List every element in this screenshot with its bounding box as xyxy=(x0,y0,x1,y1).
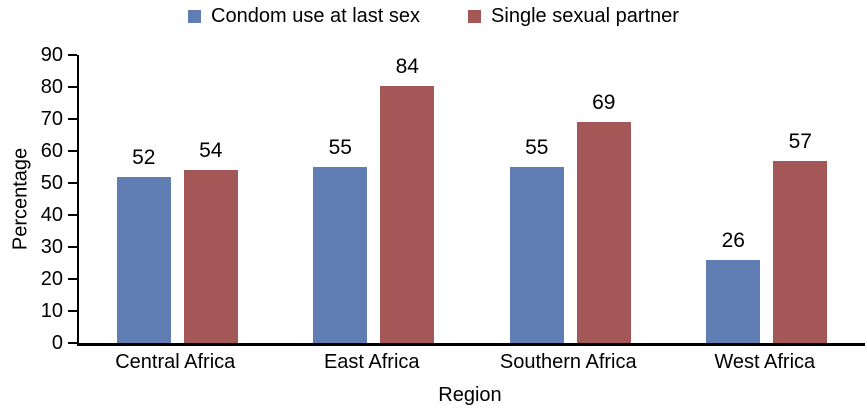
bar-value-label: 57 xyxy=(788,129,812,153)
x-category-label: East Africa xyxy=(323,351,420,373)
bar-groups: 52 54 55 84 55 69 26 57 xyxy=(79,55,865,343)
y-tick-mark xyxy=(68,310,77,312)
bar-series1 xyxy=(116,176,171,343)
bar-with-label: 54 xyxy=(183,55,238,343)
y-tick-label: 80 xyxy=(40,76,63,98)
y-tick-mark xyxy=(68,342,77,344)
y-tick-mark xyxy=(68,150,77,152)
y-tick-label: 90 xyxy=(40,44,63,66)
bar-value-label: 52 xyxy=(132,145,156,169)
x-axis-category-labels: Central Africa East Africa Southern Africa… xyxy=(77,350,863,374)
plot-area: 0 10 20 30 40 50 60 70 80 90 52 54 55 84 55 69 26 57 xyxy=(41,44,865,354)
bar-series2 xyxy=(773,160,828,343)
y-tick-mark xyxy=(68,246,77,248)
bar-with-label: 55 xyxy=(509,55,564,343)
bar-value-label: 84 xyxy=(395,55,419,78)
bar-value-label: 55 xyxy=(328,136,352,159)
bar-group: 55 84 xyxy=(276,55,473,343)
bar-series2 xyxy=(576,122,631,343)
y-tick-mark xyxy=(68,54,77,56)
bar-group: 55 69 xyxy=(472,55,669,343)
bar-with-label: 57 xyxy=(773,55,828,343)
y-tick-label: 30 xyxy=(40,236,63,258)
bar-group: 26 57 xyxy=(669,55,866,343)
bar-series1 xyxy=(313,167,368,343)
legend-item-single-partner: Single sexual partner xyxy=(468,4,679,28)
y-tick-label: 40 xyxy=(40,204,63,226)
bar-value-label: 69 xyxy=(592,91,616,115)
bar-with-label: 26 xyxy=(706,55,761,343)
bar-value-label: 54 xyxy=(199,139,223,163)
y-tick-label: 70 xyxy=(40,108,63,130)
legend-label-single-partner: Single sexual partner xyxy=(491,5,679,27)
bar-series1 xyxy=(509,167,564,343)
legend-item-condom-use: Condom use at last sex xyxy=(188,4,420,28)
bar-series2 xyxy=(183,170,238,343)
chart-legend: Condom use at last sex Single sexual par… xyxy=(0,4,867,28)
x-axis-title: Region xyxy=(438,384,502,406)
bar-with-label: 52 xyxy=(116,55,171,343)
y-tick-mark xyxy=(68,182,77,184)
legend-label-condom-use: Condom use at last sex xyxy=(211,5,421,27)
legend-swatch-condom-use-icon xyxy=(188,9,202,23)
y-tick-mark xyxy=(68,86,77,88)
x-category-label: West Africa xyxy=(714,351,816,373)
y-tick-label: 60 xyxy=(40,140,63,162)
y-tick-mark xyxy=(68,118,77,120)
bar-group: 52 54 xyxy=(79,55,276,343)
bar-series1 xyxy=(706,259,761,343)
bar-with-label: 69 xyxy=(576,55,631,343)
y-tick-mark xyxy=(68,278,77,280)
bar-with-label: 55 xyxy=(313,55,368,343)
bar-value-label: 26 xyxy=(721,228,745,252)
y-tick-mark xyxy=(68,214,77,216)
y-tick-label: 50 xyxy=(40,172,63,194)
x-category-label: Southern Africa xyxy=(499,351,637,373)
bar-with-label: 84 xyxy=(380,55,435,343)
y-tick-label: 0 xyxy=(51,332,63,354)
y-tick-label: 20 xyxy=(40,268,63,290)
y-tick-label: 10 xyxy=(40,300,63,322)
bar-series2 xyxy=(380,86,435,343)
legend-swatch-single-partner-icon xyxy=(468,9,482,23)
bar-value-label: 55 xyxy=(525,136,549,159)
x-category-label: Central Africa xyxy=(115,351,236,373)
